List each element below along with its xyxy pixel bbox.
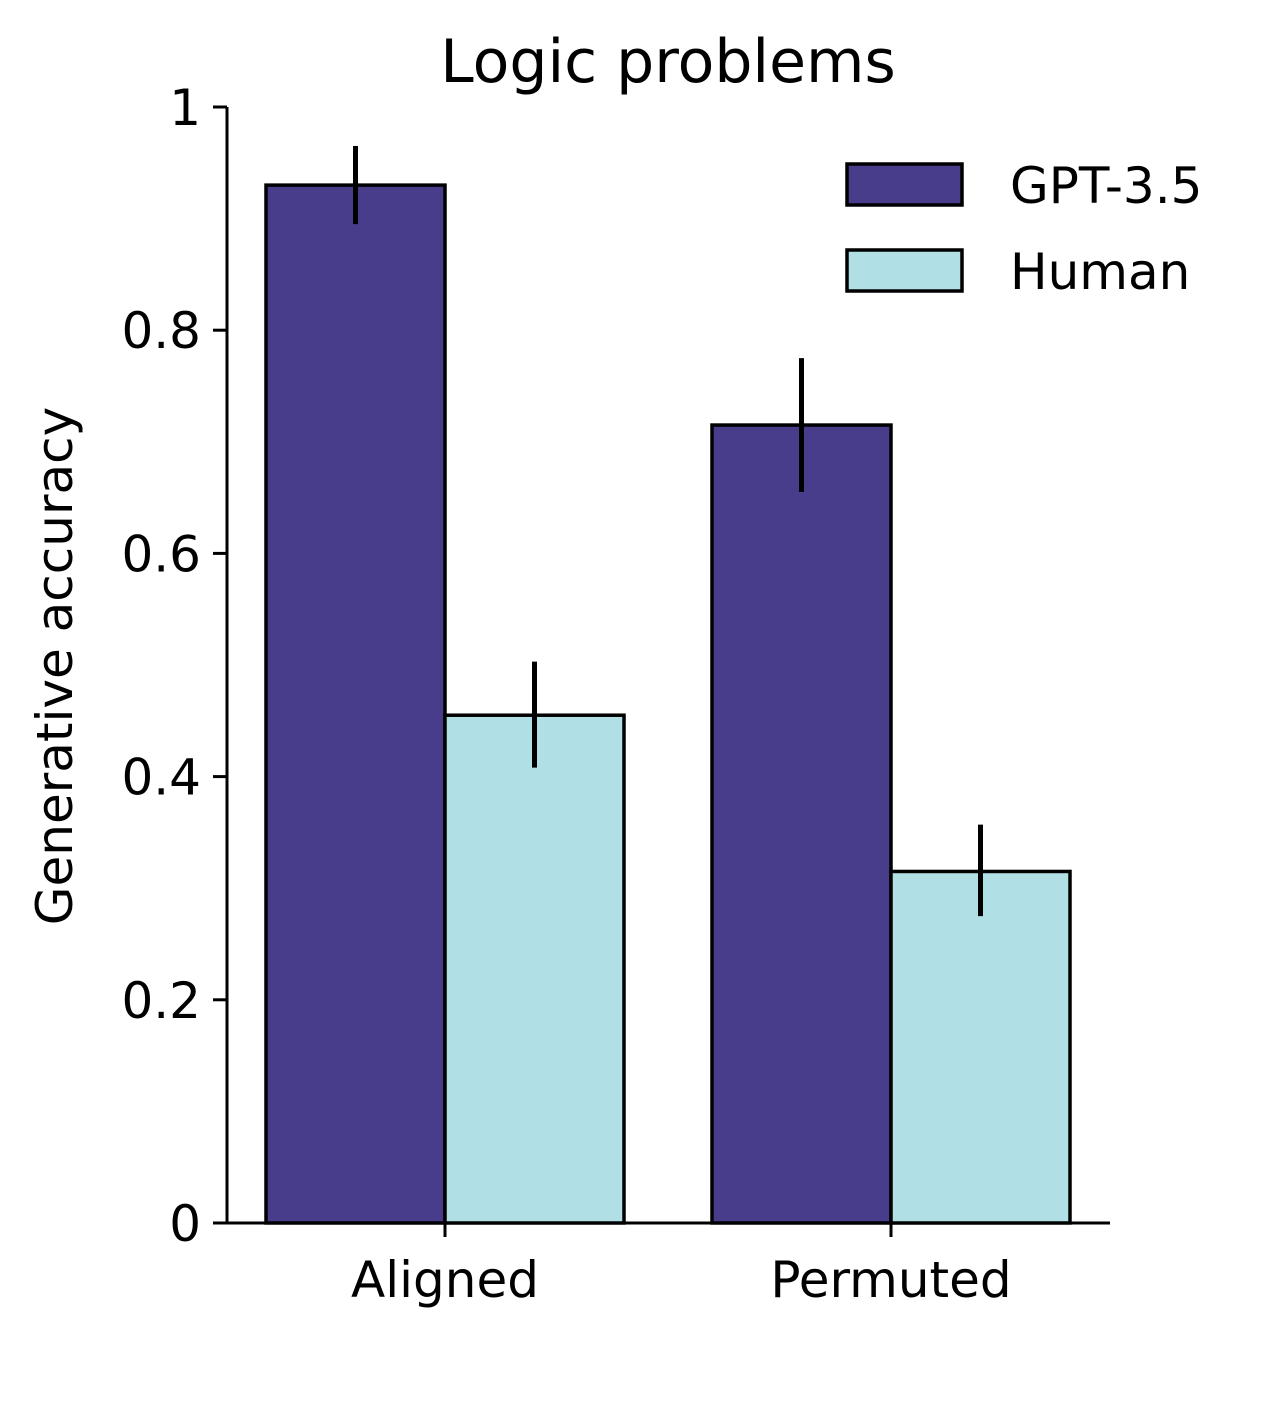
- y-axis-label: Generative accuracy: [26, 407, 84, 925]
- legend-swatch-gpt-3-5: [845, 162, 964, 207]
- bar-human-aligned: [443, 713, 626, 1225]
- y-tick-label: 0.8: [121, 302, 201, 360]
- y-tick-label: 1: [169, 79, 201, 137]
- bar-human-permuted: [889, 869, 1072, 1225]
- y-tick-label: 0.2: [121, 972, 201, 1030]
- bar-gpt-3-5-permuted: [710, 423, 893, 1225]
- legend: GPT-3.5 Human: [845, 157, 1202, 301]
- bar-gpt-3-5-aligned: [264, 183, 447, 1225]
- bars-layer: [264, 183, 1072, 1225]
- legend-label-gpt-3-5: GPT-3.5: [1010, 157, 1202, 215]
- x-tick-label-aligned: Aligned: [351, 1251, 539, 1309]
- y-tick-label: 0: [169, 1195, 201, 1253]
- chart-title: Logic problems: [440, 27, 895, 97]
- x-tick-label-permuted: Permuted: [770, 1251, 1011, 1309]
- y-tick-label: 0.4: [121, 749, 201, 807]
- legend-swatch-human: [845, 248, 964, 293]
- error-bars-layer: [353, 146, 983, 917]
- y-tick-label: 0.6: [121, 525, 201, 583]
- axes-layer: 0 0.2 0.4 0.6 0.8 1 Aligned Permuted: [121, 79, 1110, 1309]
- legend-label-human: Human: [1010, 243, 1190, 301]
